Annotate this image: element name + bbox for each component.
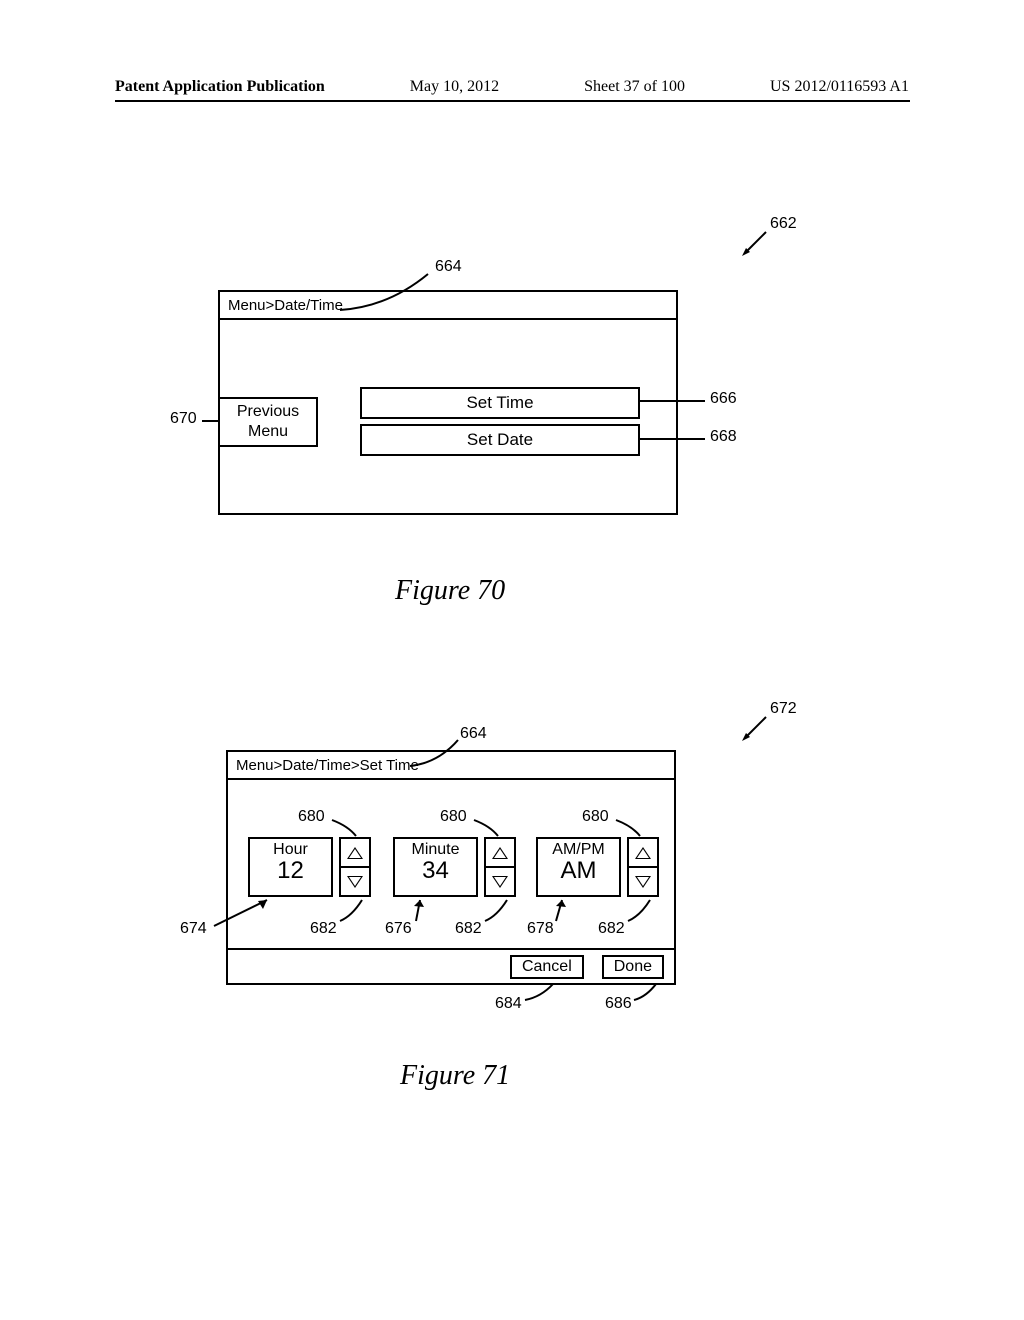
callout-line-668 xyxy=(640,438,705,440)
stepper-hour: Hour 12 xyxy=(248,837,371,897)
figure-71-title: Figure 71 xyxy=(400,1060,510,1092)
header-rule xyxy=(115,100,910,102)
hour-value: 12 xyxy=(250,857,331,885)
panel-datetime-menu: Menu>Date/Time Previous Menu Set Time Se… xyxy=(218,290,678,515)
minute-arrows xyxy=(484,837,516,897)
header-docnum: US 2012/0116593 A1 xyxy=(770,78,909,96)
minute-up-button[interactable] xyxy=(486,839,514,866)
ref-684: 684 xyxy=(495,995,522,1013)
previous-menu-button[interactable]: Previous Menu xyxy=(218,397,318,447)
page-header: Patent Application Publication May 10, 2… xyxy=(0,78,1024,96)
ref-680-2: 680 xyxy=(440,808,467,826)
ampm-value-box: AM/PM AM xyxy=(536,837,621,897)
ref-674: 674 xyxy=(180,920,207,938)
ref-686: 686 xyxy=(605,995,632,1013)
ref-680-1: 680 xyxy=(298,808,325,826)
callout-arrow-672 xyxy=(740,715,768,743)
ref-664-b: 664 xyxy=(460,725,487,743)
chevron-up-icon xyxy=(492,847,508,859)
stepper-ampm: AM/PM AM xyxy=(536,837,659,897)
ref-682-2: 682 xyxy=(455,920,482,938)
breadcrumb: Menu>Date/Time xyxy=(220,292,676,320)
ref-682-3: 682 xyxy=(598,920,625,938)
ref-670: 670 xyxy=(170,410,197,428)
ref-672: 672 xyxy=(770,700,797,718)
ref-682-1: 682 xyxy=(310,920,337,938)
previous-menu-line2: Menu xyxy=(220,422,316,442)
ref-666: 666 xyxy=(710,390,737,408)
ref-664-a: 664 xyxy=(435,258,462,276)
ref-668: 668 xyxy=(710,428,737,446)
chevron-up-icon xyxy=(347,847,363,859)
figure-70-title: Figure 70 xyxy=(395,575,505,607)
panel-set-time: Menu>Date/Time>Set Time Hour 12 Minute 3… xyxy=(226,750,676,985)
ampm-value: AM xyxy=(538,857,619,885)
chevron-down-icon xyxy=(347,876,363,888)
callout-line-670 xyxy=(202,420,218,422)
minute-down-button[interactable] xyxy=(486,866,514,895)
minute-value-box: Minute 34 xyxy=(393,837,478,897)
callout-line-666 xyxy=(640,400,705,402)
chevron-down-icon xyxy=(492,876,508,888)
ampm-down-button[interactable] xyxy=(629,866,657,895)
header-sheet: Sheet 37 of 100 xyxy=(584,78,685,96)
ref-680-3: 680 xyxy=(582,808,609,826)
header-date: May 10, 2012 xyxy=(410,78,499,96)
stepper-minute: Minute 34 xyxy=(393,837,516,897)
set-time-button[interactable]: Set Time xyxy=(360,387,640,419)
previous-menu-line1: Previous xyxy=(220,402,316,422)
hour-up-button[interactable] xyxy=(341,839,369,866)
callout-arrow-662 xyxy=(740,230,768,258)
hour-arrows xyxy=(339,837,371,897)
footer-bar: Cancel Done xyxy=(228,948,674,983)
cancel-button[interactable]: Cancel xyxy=(510,955,584,979)
ampm-arrows xyxy=(627,837,659,897)
chevron-up-icon xyxy=(635,847,651,859)
done-button[interactable]: Done xyxy=(602,955,664,979)
chevron-down-icon xyxy=(635,876,651,888)
ampm-up-button[interactable] xyxy=(629,839,657,866)
set-date-button[interactable]: Set Date xyxy=(360,424,640,456)
header-publication: Patent Application Publication xyxy=(115,78,325,96)
minute-value: 34 xyxy=(395,857,476,885)
hour-down-button[interactable] xyxy=(341,866,369,895)
hour-value-box: Hour 12 xyxy=(248,837,333,897)
ref-662: 662 xyxy=(770,215,797,233)
